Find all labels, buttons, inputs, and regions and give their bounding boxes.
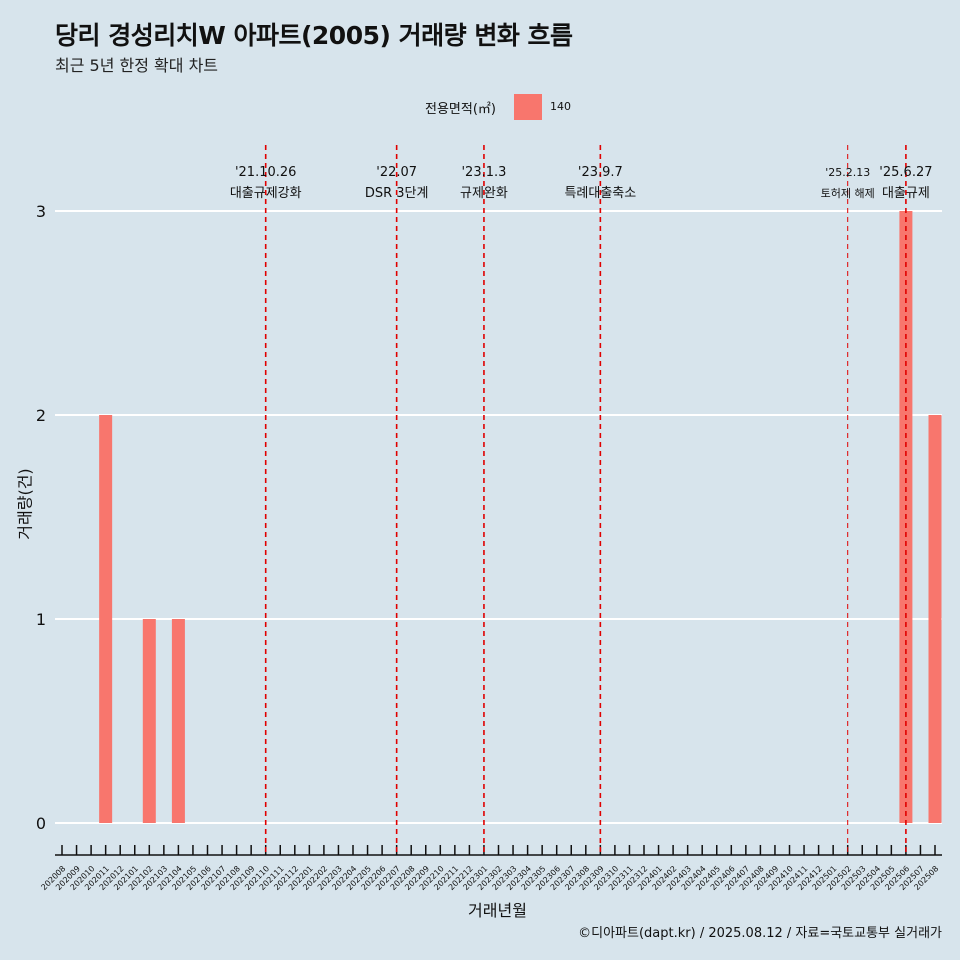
- bar-202104: [171, 619, 185, 823]
- bar-202011: [99, 415, 113, 823]
- y-tick-label: 1: [36, 610, 46, 629]
- annotation-label: DSR 3단계: [365, 186, 429, 201]
- annotation-date: '25.2.13: [825, 166, 870, 179]
- annotation-label: 규제완화: [460, 186, 508, 201]
- bar-202508: [928, 415, 942, 823]
- source-caption: ©디아파트(dapt.kr) / 2025.08.12 / 자료=국토교통부 실…: [578, 926, 942, 941]
- legend-key-140: [514, 94, 542, 120]
- y-axis-label: 거래량(건): [15, 468, 35, 540]
- annotation-label: 특례대출축소: [564, 186, 636, 201]
- annotation-label: 대출규제: [882, 186, 930, 201]
- legend-label: 140: [550, 100, 571, 113]
- legend-title: 전용면적(㎡): [425, 102, 496, 117]
- annotation-date: '25.6.27: [879, 165, 932, 180]
- annotation-label: 대출규제강화: [230, 186, 302, 201]
- annotation-date: '21.10.26: [235, 165, 296, 180]
- chart-title: 당리 경성리치W 아파트(2005) 거래량 변화 흐름: [55, 21, 573, 50]
- annotation-date: '22.07: [376, 165, 417, 180]
- annotation-date: '23.1.3: [461, 165, 506, 180]
- annotation-date: '23.9.7: [578, 165, 623, 180]
- x-axis-label: 거래년월: [468, 901, 527, 920]
- bar-202102: [142, 619, 156, 823]
- y-tick-label: 2: [36, 406, 46, 425]
- annotation-label: 토허제 해제: [821, 186, 875, 200]
- y-tick-label: 0: [36, 814, 46, 833]
- chart-subtitle: 최근 5년 한정 확대 차트: [55, 56, 219, 75]
- y-tick-label: 3: [36, 202, 46, 221]
